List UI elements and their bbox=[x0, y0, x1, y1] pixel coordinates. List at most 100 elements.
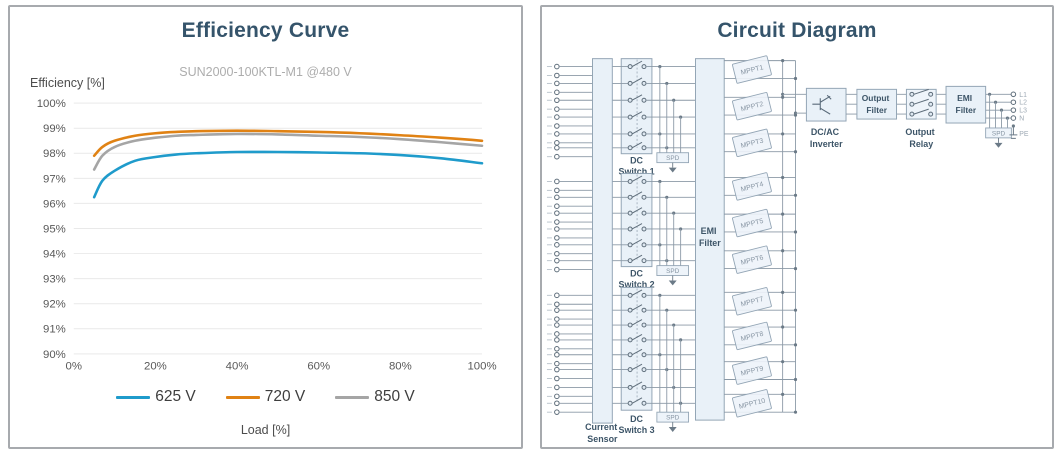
y-axis-label: Efficiency [%] bbox=[30, 76, 105, 90]
ground-icon bbox=[994, 142, 1003, 148]
legend-label: 625 V bbox=[155, 388, 196, 405]
pv-input-terminal bbox=[554, 106, 560, 112]
dc-switch-label-3: DC Switch 3 bbox=[619, 414, 655, 435]
ac-output-terminal bbox=[1010, 107, 1017, 113]
mppt-block bbox=[732, 128, 772, 157]
pv-input-terminal bbox=[554, 63, 560, 70]
pv-input-terminal bbox=[554, 123, 560, 129]
efficiency-panel-title: Efficiency Curve bbox=[181, 19, 350, 42]
mppt-stage-9: MPPT9 bbox=[724, 356, 798, 385]
pv-input-terminal bbox=[554, 393, 560, 400]
svg-text:60%: 60% bbox=[307, 361, 330, 373]
mppt-block bbox=[732, 287, 772, 316]
pv-input-terminal bbox=[554, 351, 560, 358]
mppt-block bbox=[732, 55, 772, 84]
pv-input-terminal bbox=[554, 72, 560, 79]
pv-input-terminal bbox=[554, 316, 560, 322]
chart-legend: 625 V 720 V 850 V bbox=[10, 388, 521, 406]
mppt-block bbox=[732, 321, 772, 351]
pv-input-terminal bbox=[554, 187, 560, 194]
dc-switch-block-2 bbox=[620, 173, 653, 268]
gridlines bbox=[73, 102, 483, 355]
svg-text:0%: 0% bbox=[66, 361, 82, 373]
svg-text:96%: 96% bbox=[43, 198, 66, 210]
legend-item: 720 V bbox=[225, 388, 305, 406]
pv-input-terminal bbox=[554, 140, 560, 146]
legend-item: 625 V bbox=[116, 388, 196, 406]
dc-spd-label-1: SPD bbox=[666, 155, 680, 162]
dc-spd-label-3: SPD bbox=[666, 415, 680, 422]
mppt-stage-1: MPPT1 bbox=[724, 55, 798, 84]
pv-input-terminal bbox=[554, 80, 560, 87]
relay-contacts bbox=[909, 88, 934, 117]
svg-text:95%: 95% bbox=[43, 223, 66, 235]
pv-input-terminal bbox=[554, 219, 560, 225]
dc-switch-block-3 bbox=[620, 286, 653, 411]
dc-switch-block-1 bbox=[620, 58, 653, 155]
mppt-block bbox=[732, 172, 772, 201]
pv-input-terminal bbox=[554, 226, 560, 232]
terminal-label-l3: L3 bbox=[1019, 108, 1027, 115]
svg-text:91%: 91% bbox=[43, 324, 66, 336]
mppt-stages: MPPT1 MPPT2 MPPT3 MPPT4 MPPT5 MPPT6 MPPT7 MPPT8… bbox=[724, 55, 807, 418]
series-line-625-v bbox=[92, 150, 484, 199]
svg-text:94%: 94% bbox=[43, 249, 66, 261]
efficiency-panel-subtitle: SUN2000-100KTL-M1 @480 V bbox=[179, 65, 352, 79]
pv-input-terminal bbox=[554, 360, 560, 367]
pv-input-terminal bbox=[554, 301, 560, 308]
mppt-block bbox=[732, 92, 772, 121]
pv-input-terminal bbox=[554, 194, 560, 201]
pv-input-terminal bbox=[554, 210, 560, 216]
legend-swatch bbox=[116, 395, 151, 399]
svg-text:80%: 80% bbox=[389, 361, 412, 373]
output-relay-label: Output Relay bbox=[905, 127, 937, 149]
terminal-label-pe: PE bbox=[1019, 131, 1029, 138]
dc-switch-label-2: DC Switch 2 bbox=[619, 269, 655, 290]
ground-icon bbox=[668, 427, 677, 432]
output-relay: Output Relay bbox=[905, 88, 937, 149]
pv-input-terminal bbox=[554, 242, 560, 248]
x-axis-label: Load [%] bbox=[240, 423, 291, 437]
pv-input-terminal bbox=[554, 337, 560, 343]
dc-switch-label-1: DC Switch 1 bbox=[619, 156, 655, 177]
pv-input-terminal bbox=[554, 384, 560, 391]
series-line-850-v bbox=[92, 132, 484, 171]
pv-input-terminal bbox=[554, 97, 560, 104]
dc-spd-label-2: SPD bbox=[666, 268, 680, 275]
legend-swatch bbox=[225, 395, 260, 399]
series-line-720-v bbox=[92, 129, 484, 158]
mppt-stage-8: MPPT8 bbox=[724, 321, 798, 351]
svg-text:100%: 100% bbox=[37, 98, 66, 110]
pv-input-terminal bbox=[554, 145, 560, 151]
svg-text:99%: 99% bbox=[43, 123, 66, 135]
output-filter: Output Filter bbox=[856, 88, 898, 120]
circuit-diagram-panel: Circuit Diagram SPD DC Switch 1 SPD DC Switch… bbox=[540, 5, 1054, 449]
dc-switch-group-2: SPD DC Switch 2 bbox=[546, 173, 696, 290]
pv-input-terminal bbox=[554, 322, 560, 328]
svg-text:40%: 40% bbox=[226, 361, 249, 373]
mppt-stage-3: MPPT3 bbox=[724, 128, 798, 157]
pv-input-terminal bbox=[554, 114, 560, 120]
pv-input-terminal bbox=[554, 203, 560, 209]
legend-label: 850 V bbox=[374, 388, 415, 405]
pv-input-terminal bbox=[554, 257, 560, 264]
pv-input-terminal bbox=[554, 266, 560, 273]
ac-spd: SPD bbox=[985, 127, 1012, 148]
pv-string-inputs: SPD DC Switch 1 SPD DC Switch 2 SPD DC Switch 3 bbox=[546, 58, 696, 435]
axis-tick-labels: 100% 99% 98% 97% 96% 95% 94% 93% 92% 91% 90%0% 20% 4… bbox=[37, 98, 497, 373]
mppt-stage-5: MPPT5 bbox=[724, 208, 798, 238]
terminal-label-n: N bbox=[1019, 116, 1024, 123]
pv-input-terminal bbox=[554, 89, 560, 96]
mppt-stage-4: MPPT4 bbox=[724, 172, 798, 201]
svg-text:97%: 97% bbox=[43, 173, 66, 185]
legend-swatch bbox=[335, 395, 370, 399]
efficiency-curve-panel: Efficiency Curve SUN2000-100KTL-M1 @480 … bbox=[8, 5, 523, 449]
mppt-stage-7: MPPT7 bbox=[724, 287, 798, 316]
ac-spd-label: SPD bbox=[992, 130, 1006, 137]
pv-input-terminal bbox=[554, 409, 560, 415]
mppt-block bbox=[732, 356, 772, 385]
svg-text:93%: 93% bbox=[43, 274, 66, 286]
ac-output-wiring bbox=[985, 91, 1017, 128]
